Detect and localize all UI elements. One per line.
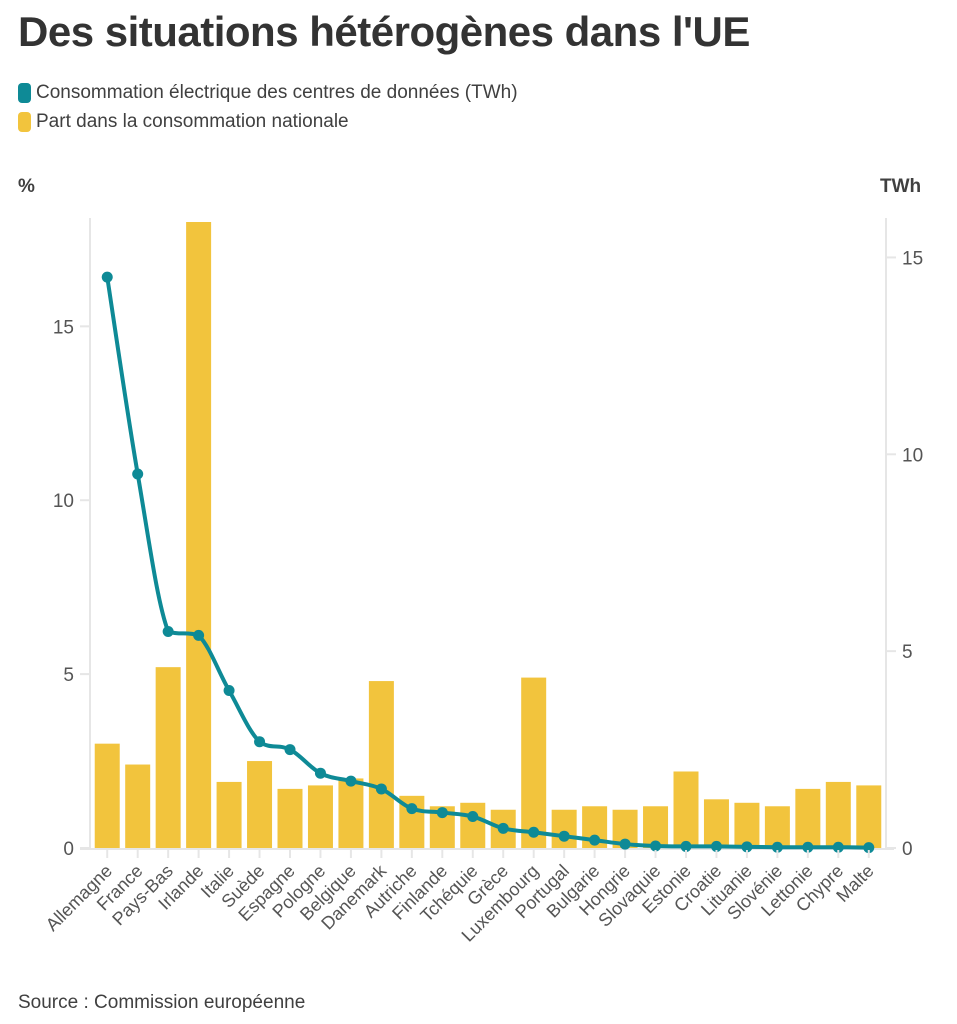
line-point — [132, 468, 144, 480]
line-point — [741, 841, 753, 853]
line-point — [345, 775, 357, 787]
line-point — [101, 271, 113, 283]
bar — [155, 667, 181, 848]
legend-item-share: Part dans la consommation nationale — [18, 107, 518, 136]
line-point — [436, 807, 448, 819]
line-point — [193, 629, 205, 641]
line-point — [406, 803, 418, 815]
axes: 0 5 10 15 0 5 10 15 — [53, 218, 923, 860]
line-point — [558, 830, 570, 842]
bar — [247, 761, 273, 848]
legend: Consommation électrique des centres de d… — [18, 78, 518, 136]
right-tick-label: 5 — [902, 642, 913, 663]
line-point — [254, 736, 266, 748]
legend-swatch-teal-icon — [18, 82, 31, 103]
bar-series — [94, 222, 882, 848]
bar — [521, 677, 547, 848]
bar — [216, 781, 242, 848]
legend-swatch-yellow-icon — [18, 111, 31, 132]
line-point — [710, 840, 722, 852]
bar — [307, 785, 333, 848]
chart-title: Des situations hétérogènes dans l'UE — [18, 8, 750, 55]
line-point — [589, 834, 601, 846]
legend-label-consumption: Consommation électrique des centres de d… — [36, 81, 518, 103]
bar — [734, 802, 760, 848]
line-point — [619, 838, 631, 850]
line-point — [863, 842, 875, 854]
right-tick-label: 0 — [902, 839, 913, 860]
bar — [673, 771, 699, 848]
line-point — [284, 744, 296, 756]
bar — [825, 781, 851, 848]
line-point — [314, 767, 326, 779]
line-point — [223, 685, 235, 697]
bar — [856, 785, 882, 848]
bar — [764, 806, 790, 848]
left-tick-label: 5 — [63, 665, 74, 686]
line-point — [680, 840, 692, 852]
line-point — [162, 625, 174, 637]
bar — [338, 778, 364, 848]
line-point — [832, 841, 844, 853]
bar — [94, 743, 120, 848]
line-series — [101, 271, 875, 854]
bar — [551, 809, 577, 848]
bar — [368, 681, 394, 848]
line-point — [375, 783, 387, 795]
left-tick-label: 15 — [53, 317, 74, 338]
left-axis-unit: % — [18, 176, 35, 197]
line-point — [650, 840, 662, 852]
line-point — [467, 811, 479, 823]
bar — [277, 788, 303, 848]
source-note: Source : Commission européenne — [18, 992, 306, 1013]
bar — [186, 222, 212, 848]
legend-item-consumption: Consommation électrique des centres de d… — [18, 78, 518, 107]
line-point — [802, 841, 814, 853]
bar — [795, 788, 821, 848]
left-tick-label: 0 — [63, 839, 74, 860]
right-tick-label: 10 — [902, 445, 923, 466]
line-point — [771, 841, 783, 853]
legend-label-share: Part dans la consommation nationale — [36, 110, 349, 132]
bar — [460, 802, 486, 848]
left-tick-label: 10 — [53, 491, 74, 512]
bar — [125, 764, 151, 848]
line-point — [497, 822, 509, 834]
x-axis-labels: AllemagneFrancePays-BasIrlandeItalieSuèd… — [42, 850, 878, 946]
line-path — [105, 275, 871, 850]
right-tick-label: 15 — [902, 248, 923, 269]
line-point — [528, 826, 540, 838]
right-axis-unit: TWh — [880, 176, 922, 197]
bar — [703, 799, 729, 848]
